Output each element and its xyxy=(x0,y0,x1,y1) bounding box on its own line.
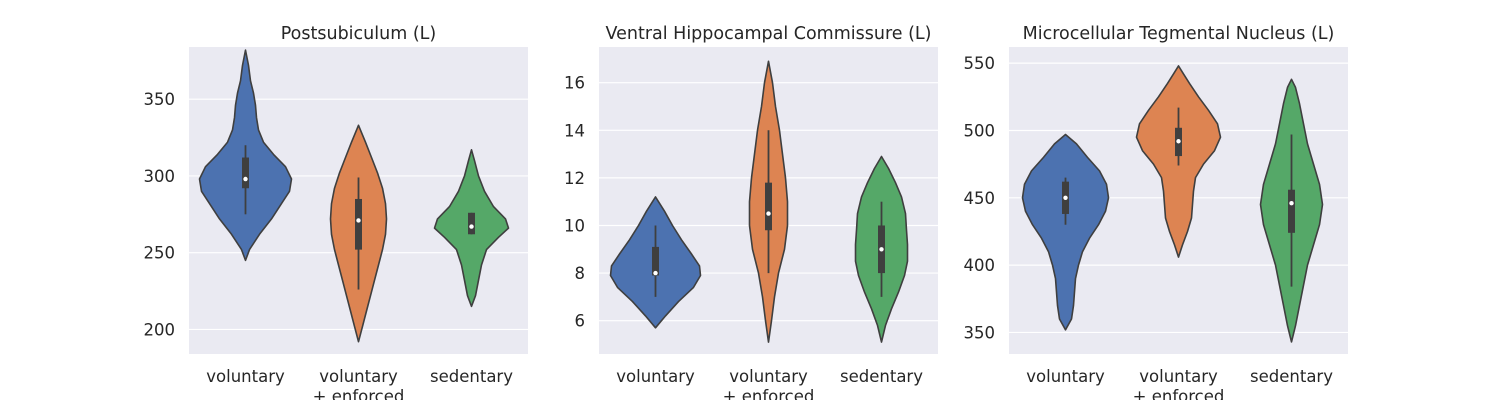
x-tick-label: sedentary xyxy=(430,367,513,386)
violin-median xyxy=(766,211,771,216)
x-tick-label: voluntary xyxy=(1026,367,1105,386)
panel-title: Ventral Hippocampal Commissure (L) xyxy=(605,24,931,44)
violin-iqr-box xyxy=(468,212,475,235)
violin-iqr-box xyxy=(242,157,249,189)
violin-median xyxy=(879,247,884,252)
y-tick-label: 500 xyxy=(964,121,996,140)
y-tick-label: 8 xyxy=(575,264,586,283)
x-tick-label: sedentary xyxy=(840,367,923,386)
x-tick-label: voluntary xyxy=(616,367,695,386)
x-tick-label: voluntary + enforced xyxy=(1133,367,1225,400)
panel-1: 200 250 300 350 voluntary voluntary + enforced… xyxy=(144,24,528,400)
x-tick-label: voluntary + enforced xyxy=(313,367,405,400)
y-tick-label: 250 xyxy=(144,244,176,263)
violin-median xyxy=(653,270,658,276)
y-tick-label: 6 xyxy=(575,312,586,331)
violin-median xyxy=(1176,139,1181,144)
y-tick-label: 550 xyxy=(964,54,996,73)
violin-median xyxy=(1289,200,1294,206)
y-tick-label: 350 xyxy=(964,323,996,342)
y-tick-label: 12 xyxy=(564,169,585,188)
y-tick-label: 14 xyxy=(564,121,585,140)
y-tick-label: 200 xyxy=(144,320,176,339)
x-tick-label: voluntary + enforced xyxy=(723,367,815,400)
violin-median xyxy=(243,176,248,182)
y-tick-label: 400 xyxy=(964,256,996,275)
violin-iqr-box xyxy=(355,198,362,250)
panel-title: Postsubiculum (L) xyxy=(281,24,436,44)
violin-median xyxy=(1063,195,1068,201)
violin-body xyxy=(1021,133,1110,331)
y-tick-label: 300 xyxy=(144,167,176,186)
panel-2: 6 8 10 12 14 16 voluntary voluntary + enforced se… xyxy=(564,24,938,400)
violin-median xyxy=(469,224,474,229)
panel-title: Microcellular Tegmental Nucleus (L) xyxy=(1023,24,1335,44)
violin-iqr-box xyxy=(765,182,772,231)
y-tick-label: 350 xyxy=(144,90,176,109)
y-tick-label: 450 xyxy=(964,189,996,208)
x-tick-label: sedentary xyxy=(1250,367,1333,386)
violin-iqr-box xyxy=(652,246,659,276)
y-tick-label: 16 xyxy=(564,74,585,93)
violin-iqr-box xyxy=(1288,189,1295,233)
x-tick-label: voluntary xyxy=(206,367,285,386)
violin-median xyxy=(356,218,361,223)
y-tick-label: 10 xyxy=(564,216,585,235)
panel-3: 350 400 450 500 550 voluntary voluntary + enfor… xyxy=(964,24,1348,400)
